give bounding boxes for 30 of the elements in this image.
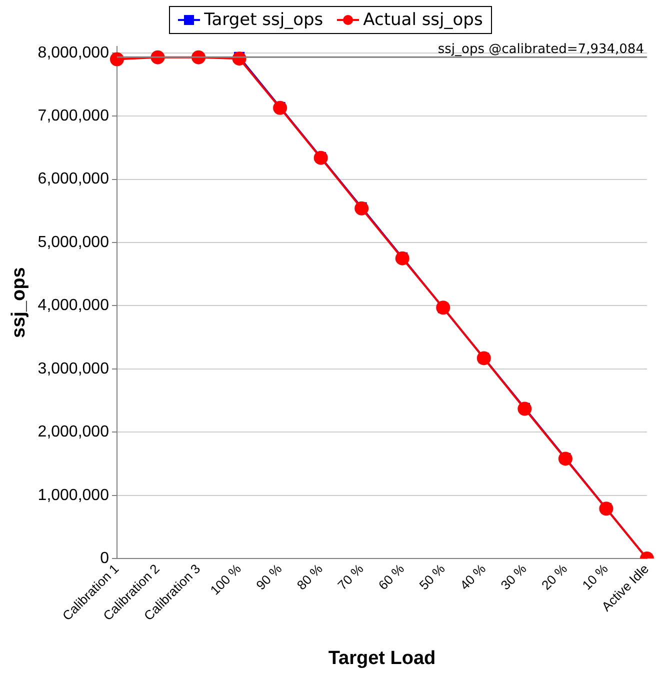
x-tick-label: 40 % xyxy=(456,560,489,593)
y-tick-label: 1,000,000 xyxy=(38,486,110,504)
point xyxy=(110,52,124,66)
point xyxy=(273,100,288,115)
y-tick-label: 7,000,000 xyxy=(38,108,110,125)
x-tick-label: 60 % xyxy=(375,560,408,593)
y-tick-label: 4,000,000 xyxy=(38,297,110,314)
ref-line-label: ssj_ops @calibrated=7,934,084 xyxy=(438,42,644,57)
x-tick-label: 10 % xyxy=(579,560,612,593)
point xyxy=(558,452,572,466)
legend-label: Actual ssj_ops xyxy=(363,10,483,30)
x-tick-label: 80 % xyxy=(294,560,326,593)
y-tick-label: 0 xyxy=(100,550,110,567)
x-tick-label: 30 % xyxy=(498,560,530,593)
y-tick-label: 5,000,000 xyxy=(38,234,110,251)
y-tick-label: 3,000,000 xyxy=(38,360,110,378)
point xyxy=(395,251,410,266)
point xyxy=(518,402,532,416)
point xyxy=(354,201,369,216)
x-axis-title: Target Load xyxy=(328,648,436,669)
legend-label: Target ssj_ops xyxy=(204,10,324,30)
x-tick-label: 50 % xyxy=(416,560,448,593)
y-tick-label: 2,000,000 xyxy=(38,424,110,441)
x-tick-label: 70 % xyxy=(334,560,367,593)
y-axis-title: ssj_ops xyxy=(8,267,30,338)
x-tick-label: 90 % xyxy=(253,560,286,593)
y-tick-label: 6,000,000 xyxy=(38,170,110,188)
y-tick-label: 8,000,000 xyxy=(38,44,110,62)
x-tick-label: 100 % xyxy=(207,560,244,598)
x-tick-label: 20 % xyxy=(538,560,570,593)
